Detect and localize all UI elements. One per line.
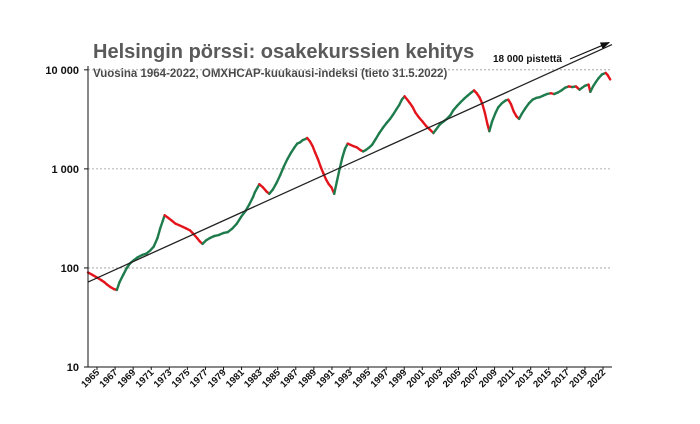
x-axis-ticks: 1965196719691971197319751977197919811983… <box>79 367 608 390</box>
line-segment-20 <box>156 227 162 240</box>
line-segment-66 <box>311 144 317 155</box>
line-segment-54 <box>275 174 282 185</box>
trend-line <box>87 43 613 283</box>
y-axis-ticks: 10 100 1 000 10 000 <box>45 65 88 374</box>
x-tick-label-12: 1989 <box>296 367 319 390</box>
annotation-label: 18 000 pistettä <box>493 54 562 65</box>
x-tick-label-22: 2009 <box>477 367 500 390</box>
x-tick-label-0: 1965 <box>79 367 102 390</box>
line-segment-55 <box>278 165 285 177</box>
line-segment-125 <box>490 111 497 123</box>
x-tick-label-3: 1971 <box>134 367 157 390</box>
x-tick-label-20: 2005 <box>441 367 464 390</box>
index-line <box>86 71 612 292</box>
x-tick-label-8: 1981 <box>224 367 247 390</box>
y-tick-label-2: 1 000 <box>51 164 79 176</box>
x-tick-label-16: 1997 <box>369 367 392 390</box>
line-segment-56 <box>282 158 289 168</box>
x-tick-label-28: 2022 <box>585 367 608 390</box>
y-tick-label-3: 10 000 <box>45 65 79 77</box>
x-tick-label-26: 2017 <box>549 367 572 390</box>
x-tick-label-7: 1979 <box>206 367 229 390</box>
x-tick-label-10: 1985 <box>260 367 283 390</box>
line-segment-75 <box>335 167 341 183</box>
line-segment-124 <box>488 120 494 133</box>
line-segment-11 <box>121 266 128 277</box>
line-segment-10 <box>118 273 125 284</box>
line-segment-44 <box>244 202 251 212</box>
x-tick-label-13: 1991 <box>314 367 337 390</box>
chart-title: Helsingin pörssi: osakekurssien kehitys <box>93 41 474 63</box>
line-segment-45 <box>248 195 255 206</box>
line-segment-42 <box>235 215 243 225</box>
x-tick-label-25: 2015 <box>531 367 554 390</box>
line-segment-76 <box>338 156 344 171</box>
line-segment-19 <box>152 236 159 248</box>
line-segment-21 <box>158 219 165 230</box>
line-segment-77 <box>341 147 347 159</box>
x-tick-label-4: 1973 <box>152 367 175 390</box>
line-segment-53 <box>271 181 278 191</box>
x-tick-label-23: 2011 <box>495 367 518 390</box>
x-tick-label-6: 1977 <box>188 367 211 390</box>
line-segment-121 <box>480 102 487 114</box>
x-tick-label-27: 2019 <box>567 367 590 390</box>
line-segment-131 <box>509 102 515 113</box>
x-tick-label-21: 2007 <box>459 367 482 390</box>
x-tick-label-2: 1969 <box>116 367 139 390</box>
x-tick-label-1: 1967 <box>97 367 120 390</box>
x-tick-label-5: 1975 <box>170 367 193 390</box>
line-segment-57 <box>286 151 293 161</box>
chart-subtitle: Vuosina 1964-2022, OMXHCAP-kuukausi-inde… <box>93 68 447 80</box>
line-segment-74 <box>333 180 339 196</box>
x-tick-label-19: 2003 <box>423 367 446 390</box>
x-tick-label-11: 1987 <box>278 367 301 390</box>
y-tick-label-0: 10 <box>67 362 79 374</box>
line-segment-9 <box>115 280 121 292</box>
line-segment-68 <box>316 158 322 168</box>
x-tick-label-24: 2013 <box>513 367 536 390</box>
line-segment-161 <box>606 73 612 81</box>
x-tick-label-15: 1995 <box>350 367 373 390</box>
x-tick-label-17: 1999 <box>387 367 410 390</box>
gridlines <box>88 69 612 269</box>
x-tick-label-18: 2001 <box>405 367 428 390</box>
line-segment-122 <box>483 111 489 126</box>
x-tick-label-9: 1983 <box>242 367 265 390</box>
y-tick-label-1: 100 <box>61 263 79 275</box>
annotation-arrow <box>569 41 611 60</box>
x-tick-label-14: 1993 <box>332 367 355 390</box>
